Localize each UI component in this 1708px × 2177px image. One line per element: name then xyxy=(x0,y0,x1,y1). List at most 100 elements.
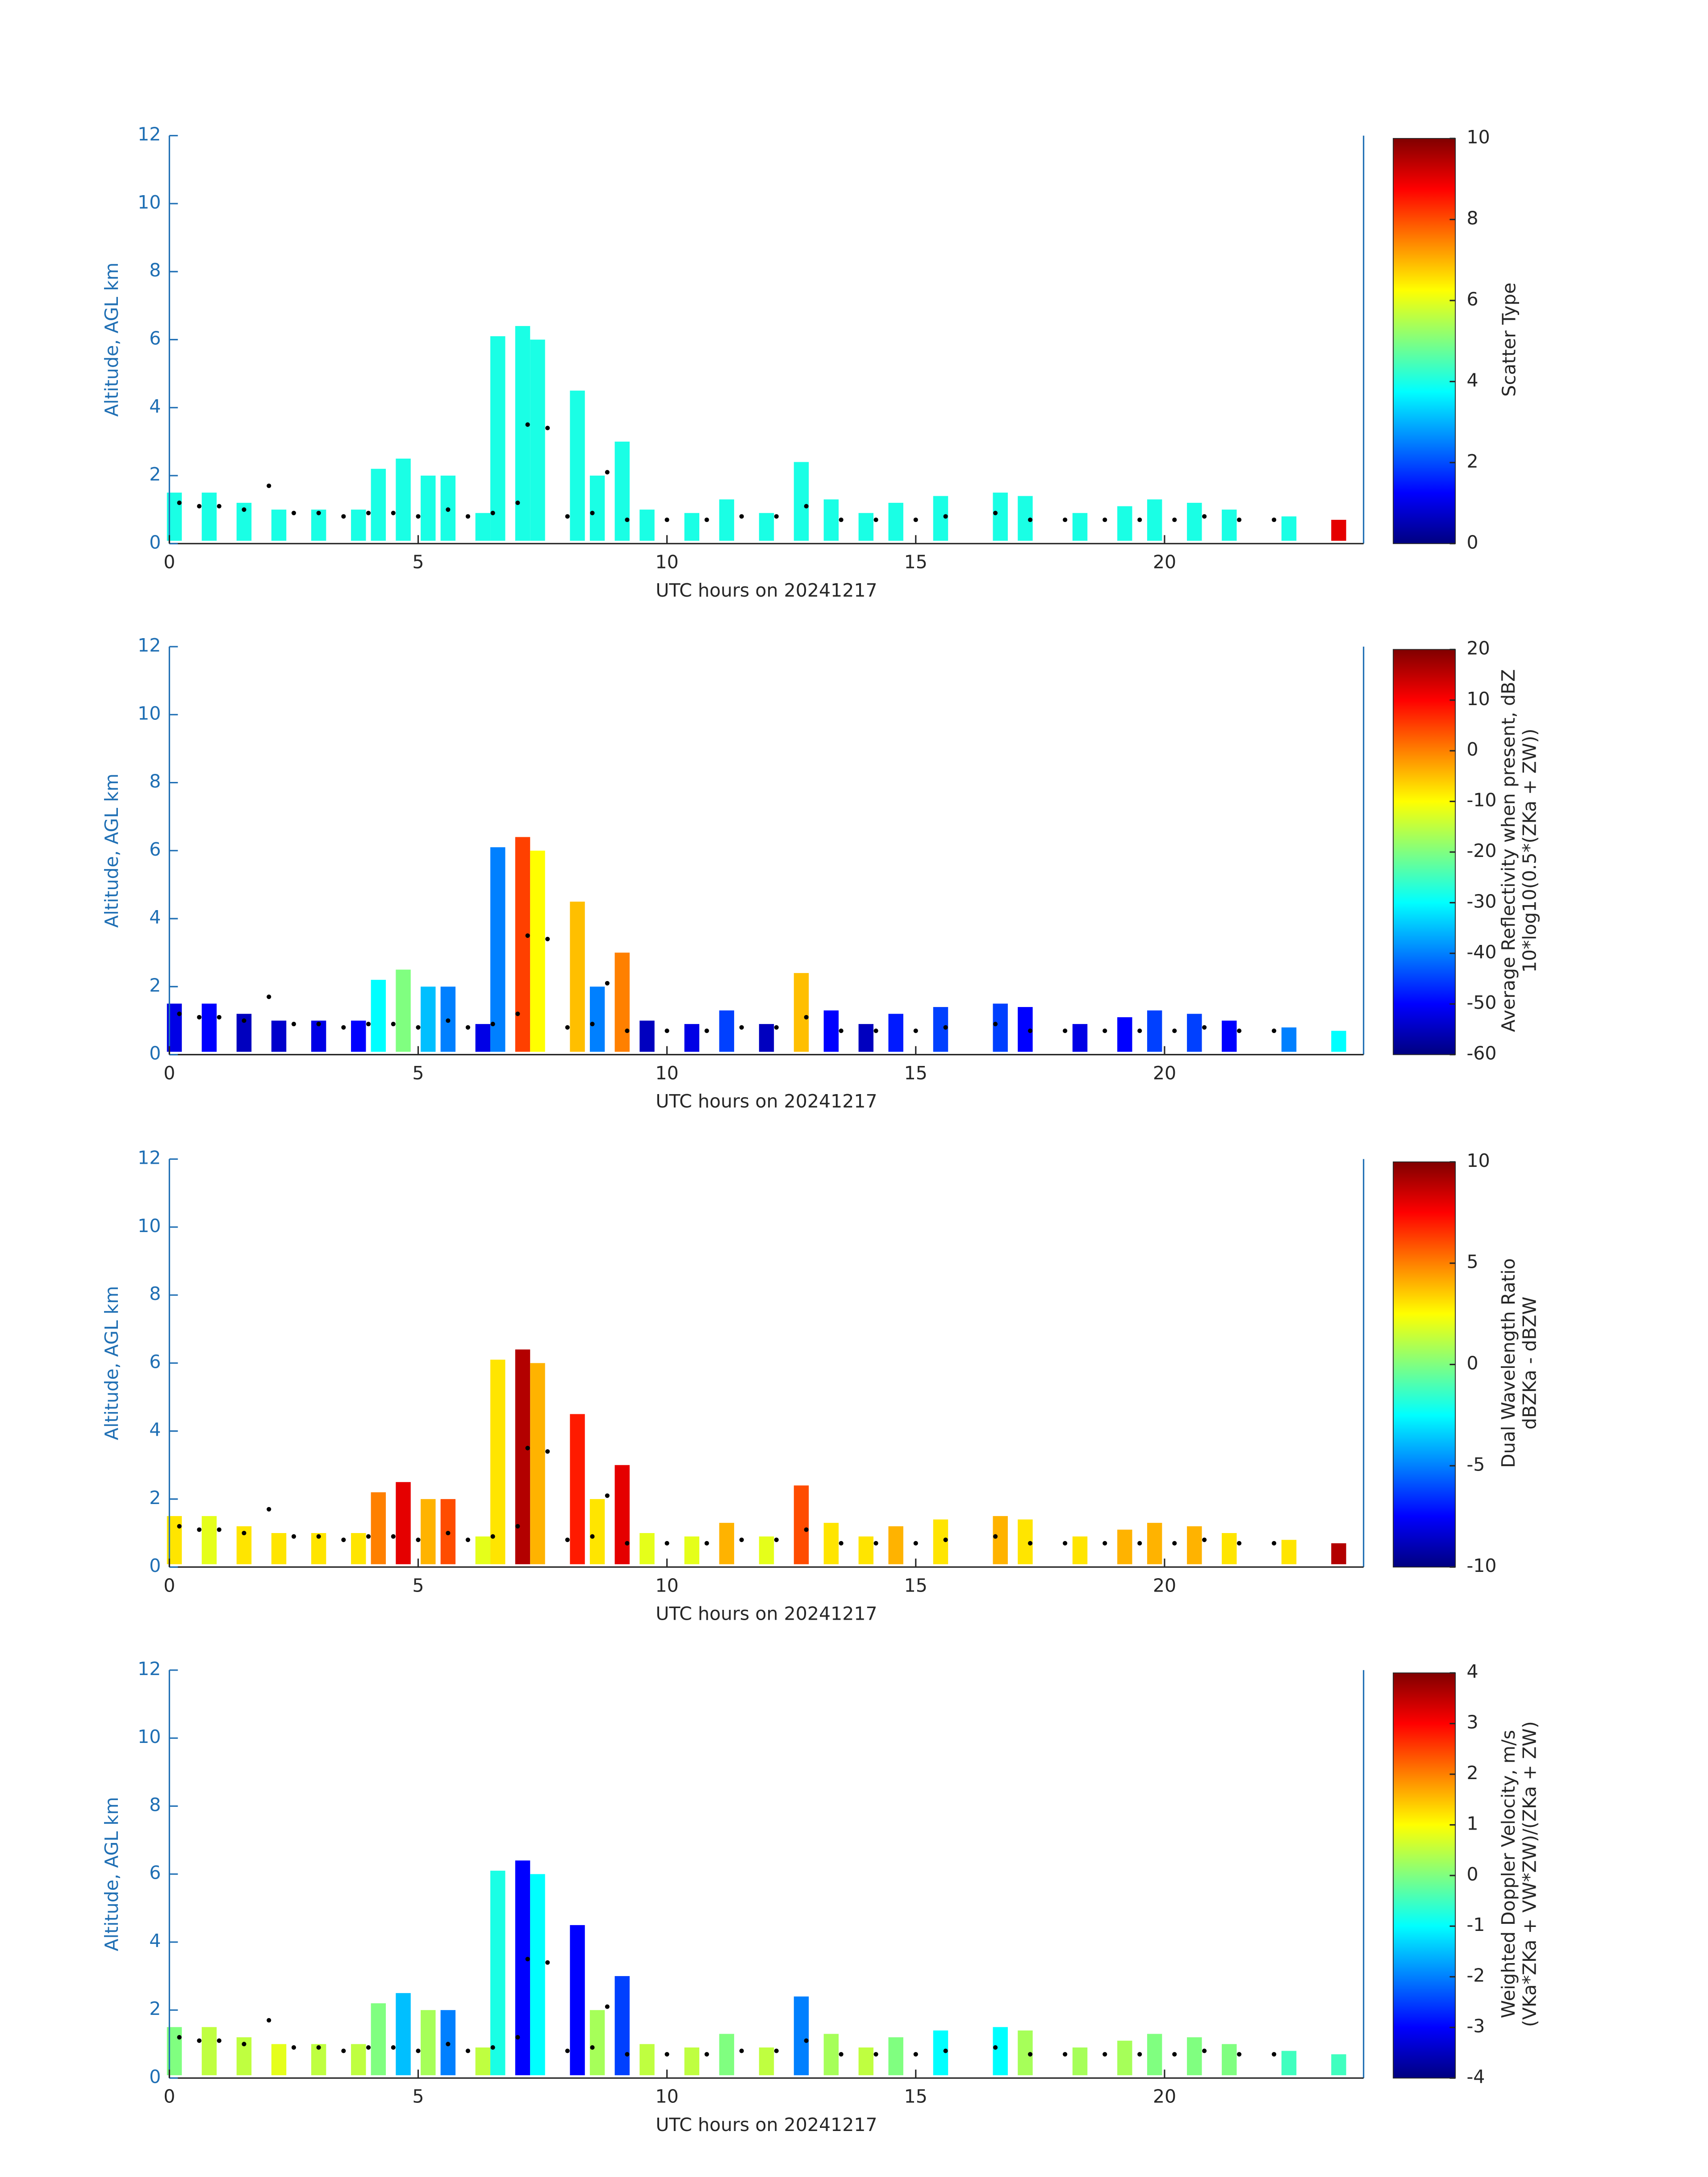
echo-column xyxy=(570,1925,585,2076)
y-tick-label: 4 xyxy=(149,907,161,928)
x-tick-label: 5 xyxy=(412,1062,424,1084)
point xyxy=(913,517,918,522)
echo-column xyxy=(684,1024,700,1052)
colorbar-tick-label: -3 xyxy=(1466,2015,1485,2037)
echo-column xyxy=(396,458,411,541)
echo-column xyxy=(1117,506,1132,541)
point xyxy=(839,1028,844,1033)
echo-column xyxy=(639,1533,655,1564)
point xyxy=(565,1538,570,1542)
echo-column xyxy=(614,441,630,541)
x-tick-label: 10 xyxy=(656,1575,679,1596)
y-tick-label: 4 xyxy=(149,1930,161,1951)
y-tick-label: 8 xyxy=(149,259,161,281)
point xyxy=(1172,1541,1177,1546)
point xyxy=(515,1011,520,1016)
colorbar-tick-label: 10 xyxy=(1466,126,1490,148)
echo-column xyxy=(1222,2044,1237,2076)
echo-column xyxy=(614,953,630,1052)
echo-column xyxy=(271,510,287,541)
point xyxy=(1202,2048,1207,2053)
x-tick-label: 10 xyxy=(656,2086,679,2107)
point xyxy=(291,510,296,515)
echo-column xyxy=(515,837,530,1052)
echo-column xyxy=(570,1414,585,1564)
point xyxy=(1028,1028,1033,1033)
point xyxy=(704,2052,709,2057)
colorbar-tick-label: 5 xyxy=(1466,1251,1478,1273)
y-tick-label: 0 xyxy=(149,1043,161,1064)
echo-column xyxy=(1072,2047,1088,2076)
point xyxy=(217,2038,221,2043)
point xyxy=(391,1022,396,1027)
echo-column xyxy=(589,2010,605,2076)
point xyxy=(565,514,570,519)
point xyxy=(774,1025,779,1030)
y-tick-label: 8 xyxy=(149,771,161,792)
echo-column xyxy=(530,850,545,1052)
echo-column xyxy=(793,1996,809,2076)
echo-column xyxy=(1187,1014,1202,1052)
echo-column xyxy=(1117,2040,1132,2076)
point xyxy=(446,1018,451,1023)
point xyxy=(341,2048,346,2053)
point xyxy=(1137,2052,1142,2057)
point xyxy=(605,2004,610,2009)
point xyxy=(625,517,630,522)
echo-column xyxy=(271,1020,287,1052)
echo-column xyxy=(475,1536,491,1564)
echo-column xyxy=(793,973,809,1052)
y-axis-label: Altitude, AGL km xyxy=(101,263,122,417)
colorbar-label: Scatter Type xyxy=(1498,283,1520,397)
point xyxy=(416,514,421,519)
point xyxy=(465,2048,470,2053)
colorbar-label: dBZKa - dBZW xyxy=(1519,1296,1540,1429)
colorbar xyxy=(1393,1672,1456,2079)
y-tick-label: 10 xyxy=(138,702,161,724)
echo-column xyxy=(993,1003,1008,1052)
point xyxy=(1272,517,1277,522)
point xyxy=(341,1538,346,1542)
point xyxy=(1172,1028,1177,1033)
point xyxy=(625,1541,630,1546)
echo-column xyxy=(530,1874,545,2076)
y-tick-label: 6 xyxy=(149,328,161,349)
echo-column xyxy=(271,1533,287,1564)
echo-column xyxy=(351,510,366,541)
echo-column xyxy=(719,1010,735,1052)
point xyxy=(291,2045,296,2050)
point xyxy=(873,1541,878,1546)
point xyxy=(1063,1028,1068,1033)
point xyxy=(1028,2052,1033,2057)
echo-column xyxy=(1331,1031,1346,1052)
point xyxy=(590,510,595,515)
point xyxy=(177,1011,182,1016)
point xyxy=(366,2045,371,2050)
x-tick-label: 15 xyxy=(904,1575,927,1596)
echo-column xyxy=(351,1533,366,1564)
echo-column xyxy=(993,493,1008,541)
point xyxy=(267,1507,271,1512)
point xyxy=(291,1534,296,1539)
echo-column xyxy=(1331,1543,1346,1564)
y-tick-label: 6 xyxy=(149,1351,161,1372)
echo-column xyxy=(639,510,655,541)
point xyxy=(267,994,271,999)
echo-column xyxy=(371,1492,386,1564)
point xyxy=(391,510,396,515)
point xyxy=(1102,517,1107,522)
colorbar-label: 10*log10(0.5*(ZKa + ZW)) xyxy=(1519,729,1540,973)
y-tick-label: 8 xyxy=(149,1283,161,1304)
echo-column xyxy=(858,1536,874,1564)
point xyxy=(739,1025,744,1030)
point xyxy=(664,2052,669,2057)
echo-column xyxy=(490,1871,505,2076)
point xyxy=(490,1534,495,1539)
point xyxy=(217,504,221,509)
echo-column xyxy=(201,1516,217,1564)
point xyxy=(873,2052,878,2057)
colorbar-tick-label: 0 xyxy=(1466,1353,1478,1374)
echo-column xyxy=(1281,2051,1297,2076)
colorbar-tick-label: 0 xyxy=(1466,1864,1478,1885)
colorbar-tick-label: -20 xyxy=(1466,840,1496,861)
